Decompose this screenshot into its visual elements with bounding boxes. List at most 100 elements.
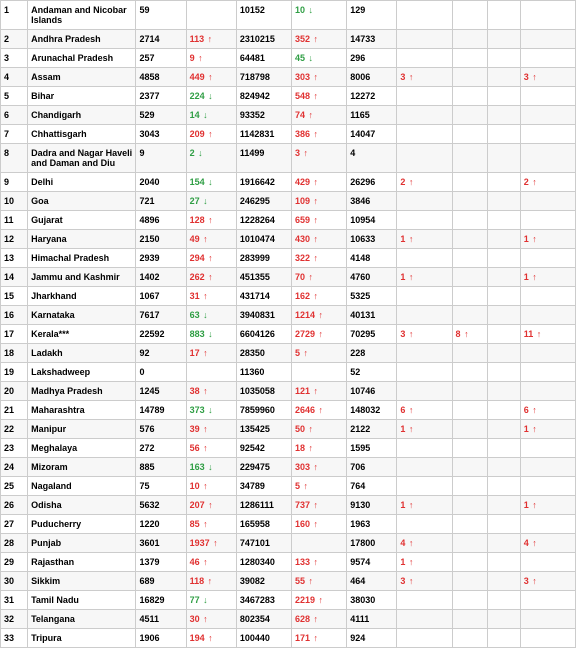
state-name: Jharkhand (28, 287, 136, 306)
delta-cell (520, 192, 575, 211)
state-name: Tamil Nadu (28, 591, 136, 610)
delta-cell: 6 ↑ (520, 401, 575, 420)
delta-cell: 18 ↑ (292, 439, 347, 458)
delta-cell: 30 ↑ (186, 610, 236, 629)
delta-cell: 1 ↑ (520, 420, 575, 439)
arrow-up-icon: 17 ↑ (190, 348, 208, 358)
arrow-down-icon: 154 ↓ (190, 177, 213, 187)
arrow-up-icon: 55 ↑ (295, 576, 313, 586)
row-index: 28 (1, 534, 28, 553)
delta-cell: 11 ↑ (520, 325, 575, 344)
delta-cell: 2646 ↑ (292, 401, 347, 420)
value-h (487, 496, 520, 515)
value-c: 165958 (236, 515, 291, 534)
delta-cell: 373 ↓ (186, 401, 236, 420)
delta-cell (292, 534, 347, 553)
delta-cell (520, 306, 575, 325)
value-a: 529 (136, 106, 186, 125)
table-row: 12Haryana215049 ↑1010474430 ↑106331 ↑1 ↑ (1, 230, 576, 249)
value-e: 8006 (347, 68, 397, 87)
delta-cell (452, 572, 487, 591)
value-a: 22592 (136, 325, 186, 344)
delta-cell: 85 ↑ (186, 515, 236, 534)
value-e: 706 (347, 458, 397, 477)
delta-cell: 1214 ↑ (292, 306, 347, 325)
value-a: 1245 (136, 382, 186, 401)
delta-cell: 14 ↓ (186, 106, 236, 125)
arrow-up-icon: 1 ↑ (524, 234, 537, 244)
row-index: 11 (1, 211, 28, 230)
delta-cell (292, 363, 347, 382)
value-e: 10954 (347, 211, 397, 230)
arrow-up-icon: 4 ↑ (400, 538, 413, 548)
table-row: 18Ladakh9217 ↑283505 ↑228 (1, 344, 576, 363)
value-a: 721 (136, 192, 186, 211)
table-row: 11Gujarat4896128 ↑1228264659 ↑10954 (1, 211, 576, 230)
state-name: Jammu and Kashmir (28, 268, 136, 287)
arrow-up-icon: 1214 ↑ (295, 310, 323, 320)
arrow-up-icon: 548 ↑ (295, 91, 318, 101)
row-index: 18 (1, 344, 28, 363)
state-name: Andaman and Nicobar Islands (28, 1, 136, 30)
arrow-up-icon: 3 ↑ (400, 329, 413, 339)
value-h (487, 268, 520, 287)
value-c: 7859960 (236, 401, 291, 420)
delta-cell: 113 ↑ (186, 30, 236, 49)
value-a: 5632 (136, 496, 186, 515)
arrow-up-icon: 429 ↑ (295, 177, 318, 187)
state-name: Karnataka (28, 306, 136, 325)
delta-cell: 9 ↑ (186, 49, 236, 68)
arrow-up-icon: 2 ↑ (524, 177, 537, 187)
table-row: 23Meghalaya27256 ↑9254218 ↑1595 (1, 439, 576, 458)
table-row: 5Bihar2377224 ↓824942548 ↑12272 (1, 87, 576, 106)
value-h (487, 553, 520, 572)
arrow-up-icon: 1 ↑ (400, 557, 413, 567)
value-c: 802354 (236, 610, 291, 629)
delta-cell: 2729 ↑ (292, 325, 347, 344)
delta-cell (452, 439, 487, 458)
delta-cell (452, 534, 487, 553)
value-c: 451355 (236, 268, 291, 287)
value-c: 1142831 (236, 125, 291, 144)
arrow-up-icon: 70 ↑ (295, 272, 313, 282)
value-h (487, 477, 520, 496)
delta-cell (186, 363, 236, 382)
arrow-up-icon: 9 ↑ (190, 53, 203, 63)
delta-cell: 2 ↑ (520, 173, 575, 192)
delta-cell: 3 ↑ (397, 572, 452, 591)
state-name: Himachal Pradesh (28, 249, 136, 268)
delta-cell (397, 382, 452, 401)
delta-cell: 109 ↑ (292, 192, 347, 211)
value-e: 5325 (347, 287, 397, 306)
table-row: 16Karnataka761763 ↓39408311214 ↑40131 (1, 306, 576, 325)
arrow-up-icon: 1937 ↑ (190, 538, 218, 548)
arrow-up-icon: 352 ↑ (295, 34, 318, 44)
delta-cell: 2 ↑ (397, 173, 452, 192)
value-h (487, 106, 520, 125)
value-h (487, 125, 520, 144)
delta-cell: 55 ↑ (292, 572, 347, 591)
value-a: 92 (136, 344, 186, 363)
row-index: 16 (1, 306, 28, 325)
delta-cell (452, 515, 487, 534)
value-e: 10746 (347, 382, 397, 401)
value-c: 93352 (236, 106, 291, 125)
value-c: 1228264 (236, 211, 291, 230)
value-e: 14047 (347, 125, 397, 144)
arrow-down-icon: 224 ↓ (190, 91, 213, 101)
row-index: 10 (1, 192, 28, 211)
row-index: 7 (1, 125, 28, 144)
state-name: Madhya Pradesh (28, 382, 136, 401)
arrow-up-icon: 133 ↑ (295, 557, 318, 567)
delta-cell (520, 125, 575, 144)
delta-cell: 2219 ↑ (292, 591, 347, 610)
delta-cell (452, 344, 487, 363)
arrow-up-icon: 1 ↑ (524, 500, 537, 510)
value-c: 28350 (236, 344, 291, 363)
delta-cell (520, 1, 575, 30)
arrow-down-icon: 14 ↓ (190, 110, 208, 120)
value-h (487, 144, 520, 173)
state-name: Andhra Pradesh (28, 30, 136, 49)
delta-cell (452, 68, 487, 87)
delta-cell (452, 49, 487, 68)
